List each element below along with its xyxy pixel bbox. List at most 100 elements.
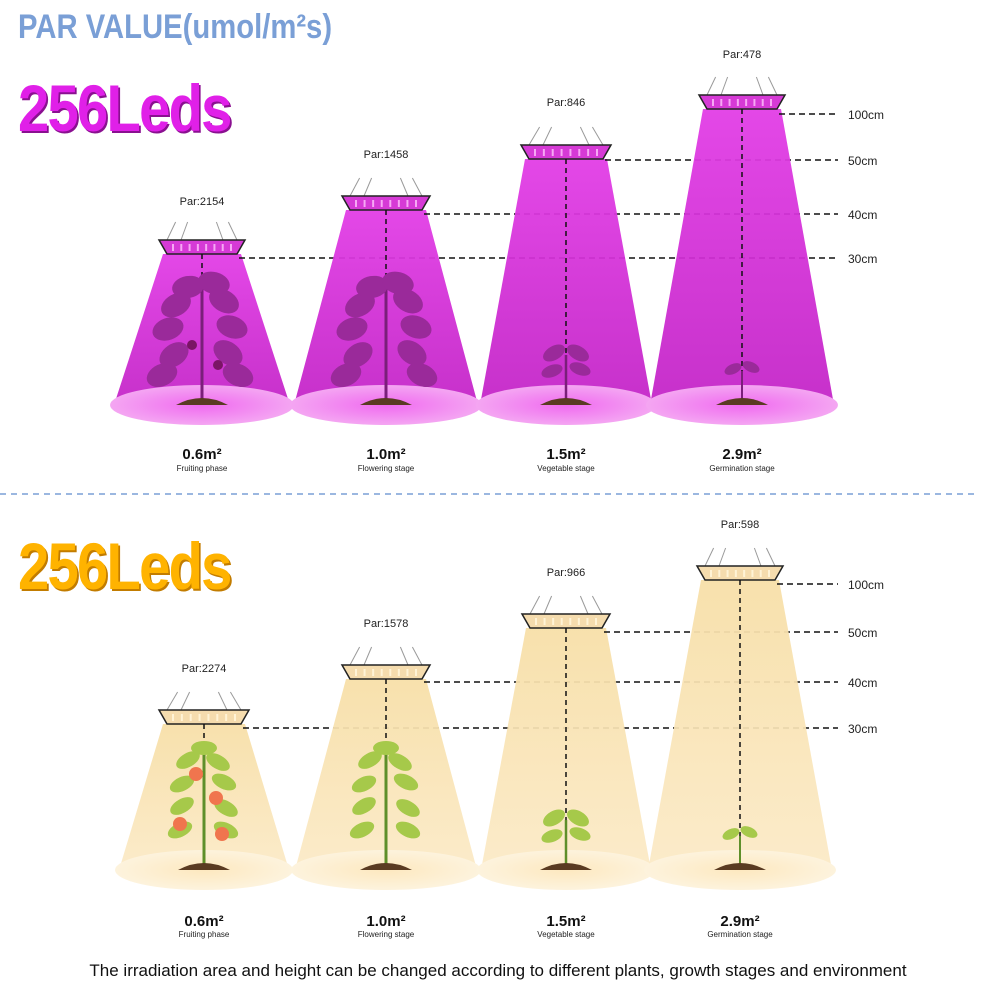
par-value-label: Par:2154 bbox=[180, 196, 225, 208]
hanging-wire bbox=[591, 595, 603, 615]
leaf bbox=[396, 799, 420, 817]
leaf bbox=[161, 292, 191, 318]
coverage-area-label: 2.9m² bbox=[722, 446, 761, 463]
growth-stage-label: Flowering stage bbox=[358, 464, 415, 473]
hanging-wire bbox=[411, 177, 423, 197]
hanging-wire bbox=[706, 76, 717, 96]
seedling-plant bbox=[541, 809, 591, 864]
leaf bbox=[358, 751, 382, 769]
soil-mound bbox=[714, 863, 766, 870]
hanging-wire bbox=[349, 646, 361, 666]
leaf bbox=[388, 753, 412, 771]
led-panel bbox=[695, 565, 785, 581]
leaf bbox=[740, 826, 758, 838]
leaf bbox=[541, 364, 563, 378]
tomato bbox=[189, 767, 203, 781]
par-value-label: Par:1458 bbox=[364, 149, 409, 161]
hanging-wire bbox=[363, 177, 373, 197]
growth-stage-label: Germination stage bbox=[709, 464, 775, 473]
leaf bbox=[216, 315, 248, 339]
leaf bbox=[172, 275, 204, 299]
soil-mound bbox=[540, 398, 592, 405]
leaf bbox=[222, 362, 254, 388]
height-label: 40cm bbox=[848, 676, 877, 690]
growth-stage-label: Vegetable stage bbox=[537, 464, 595, 473]
par-value-label: Par:1578 bbox=[364, 618, 409, 630]
leaf bbox=[406, 362, 438, 388]
led-panel bbox=[697, 94, 787, 110]
leaf bbox=[541, 829, 563, 843]
leaf bbox=[569, 362, 591, 376]
hanging-wire bbox=[399, 646, 409, 666]
leafy-plant bbox=[349, 741, 421, 864]
coverage-area-label: 1.5m² bbox=[546, 446, 585, 463]
hanging-wire bbox=[399, 177, 409, 197]
hanging-wire bbox=[411, 646, 423, 666]
height-label: 50cm bbox=[848, 154, 877, 168]
growth-stage-label: Germination stage bbox=[707, 930, 773, 939]
leaf bbox=[330, 362, 362, 388]
hanging-wire bbox=[180, 221, 189, 241]
height-label: 30cm bbox=[848, 722, 877, 736]
leaf bbox=[400, 315, 432, 339]
coverage-area-label: 1.0m² bbox=[366, 446, 405, 463]
coverage-area-label: 1.0m² bbox=[366, 913, 405, 930]
soil-mound bbox=[178, 863, 230, 870]
fruiting-plant bbox=[146, 271, 254, 399]
leaf bbox=[382, 271, 414, 295]
hanging-wire bbox=[528, 126, 541, 146]
hanging-wire bbox=[579, 126, 590, 146]
fruit bbox=[187, 340, 197, 350]
leaf bbox=[349, 821, 375, 839]
leaf bbox=[393, 773, 419, 791]
leaf bbox=[170, 797, 194, 815]
height-label: 40cm bbox=[848, 208, 877, 222]
leaf bbox=[352, 797, 376, 815]
leaf bbox=[206, 753, 230, 771]
flowering-plant bbox=[330, 271, 438, 399]
hanging-wire bbox=[217, 691, 228, 711]
leaf bbox=[373, 741, 399, 755]
coverage-area-label: 2.9m² bbox=[720, 913, 759, 930]
page-title: PAR VALUE(umol/m²s) bbox=[18, 8, 333, 46]
leaf bbox=[567, 344, 589, 362]
height-label: 100cm bbox=[848, 578, 884, 592]
soil-mound bbox=[540, 863, 592, 870]
growth-stage-label: Fruiting phase bbox=[177, 464, 228, 473]
hanging-wire bbox=[755, 76, 764, 96]
hanging-wire bbox=[767, 76, 778, 96]
leaf bbox=[397, 340, 427, 366]
hanging-wire bbox=[704, 547, 715, 567]
leaf bbox=[356, 275, 388, 299]
soil-mound bbox=[176, 398, 228, 405]
footer-text: The irradiation area and height can be c… bbox=[89, 961, 906, 980]
panel-heading-warm: 256Leds bbox=[18, 529, 232, 603]
leaf bbox=[343, 342, 373, 368]
leaf bbox=[742, 361, 760, 373]
leaf bbox=[198, 271, 230, 295]
hanging-wire bbox=[349, 177, 361, 197]
hanging-wire bbox=[215, 221, 224, 241]
coverage-area-label: 0.6m² bbox=[184, 913, 223, 930]
leaf bbox=[393, 288, 423, 314]
soil-mound bbox=[716, 398, 768, 405]
par-value-label: Par:478 bbox=[723, 49, 762, 61]
leaf bbox=[152, 317, 184, 341]
growth-stage-label: Vegetable stage bbox=[537, 930, 595, 939]
leaf bbox=[351, 775, 377, 793]
coverage-area-label: 0.6m² bbox=[182, 446, 221, 463]
hanging-wire bbox=[543, 595, 553, 615]
leaf bbox=[209, 288, 239, 314]
tomato bbox=[215, 827, 229, 841]
leaf bbox=[543, 809, 565, 827]
par-value-label: Par:846 bbox=[547, 97, 586, 109]
